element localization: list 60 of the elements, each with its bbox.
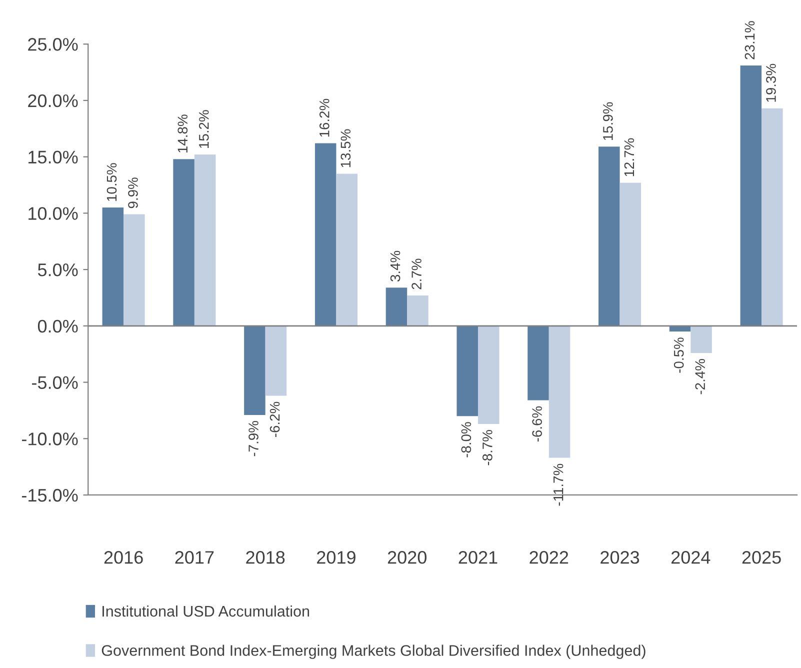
x-tick-label: 2016 xyxy=(104,551,143,564)
x-tick-label: 2019 xyxy=(317,551,356,564)
y-tick-label: 5.0% xyxy=(38,263,78,276)
data-label: 2.7% xyxy=(412,258,422,290)
bar xyxy=(265,326,287,396)
x-tick-label: 2022 xyxy=(530,551,568,564)
y-tick-label: 15.0% xyxy=(28,150,78,164)
data-label: 10.5% xyxy=(106,163,117,201)
data-label: 23.1% xyxy=(744,21,755,60)
x-tick-label: 2023 xyxy=(600,551,640,564)
bar xyxy=(336,174,358,326)
bar xyxy=(762,108,783,326)
data-label: 3.4% xyxy=(390,250,400,282)
data-label: 12.7% xyxy=(624,138,634,176)
bar xyxy=(478,326,500,424)
data-label: -8.0% xyxy=(461,422,472,458)
data-label: -6.6% xyxy=(532,406,542,442)
y-tick-label: 0.0% xyxy=(38,320,78,333)
x-tick-label: 2024 xyxy=(671,551,710,564)
bar xyxy=(386,288,408,326)
bar xyxy=(598,146,620,326)
bar xyxy=(740,66,762,326)
data-label: -0.5% xyxy=(674,338,684,373)
data-label: 19.3% xyxy=(766,64,776,102)
x-tick-label: 2018 xyxy=(246,551,285,564)
bar xyxy=(456,326,478,416)
x-tick-label: 2025 xyxy=(742,551,781,564)
y-tick-label: 25.0% xyxy=(28,38,78,51)
bar xyxy=(620,182,642,326)
x-tick-label: 2020 xyxy=(388,551,426,564)
bar xyxy=(690,326,712,353)
legend-label: Institutional USD Accumulation xyxy=(102,605,310,617)
data-label: 15.9% xyxy=(603,102,613,140)
bar xyxy=(244,326,266,415)
bar xyxy=(173,159,194,326)
x-tick-label: 2017 xyxy=(175,551,214,564)
y-tick-label: -5.0% xyxy=(32,376,78,389)
data-label: -8.7% xyxy=(482,430,492,466)
bar xyxy=(124,214,145,326)
bar xyxy=(314,143,336,326)
data-label: 13.5% xyxy=(340,129,351,168)
x-tick-label: 2021 xyxy=(458,551,498,564)
data-label: -2.4% xyxy=(695,359,705,394)
y-tick-label: 20.0% xyxy=(28,94,78,108)
data-label: -11.7% xyxy=(553,464,564,506)
bar xyxy=(528,326,549,400)
y-tick-label: -10.0% xyxy=(22,432,78,446)
data-label: 15.2% xyxy=(198,110,209,148)
bar xyxy=(194,154,216,326)
bar xyxy=(102,208,124,326)
bar xyxy=(548,326,570,458)
legend-label: Government Bond Index-Emerging Markets Global Diversified Index (Unhedged) xyxy=(102,644,646,659)
data-label: -7.9% xyxy=(248,421,258,456)
y-tick-label: -15.0% xyxy=(22,488,78,502)
data-label: 14.8% xyxy=(178,114,188,152)
bar xyxy=(407,295,428,326)
data-label: 16.2% xyxy=(319,98,330,137)
y-tick-label: 10.0% xyxy=(28,207,78,220)
data-label: -6.2% xyxy=(270,402,280,438)
data-label: 9.9% xyxy=(128,178,138,208)
